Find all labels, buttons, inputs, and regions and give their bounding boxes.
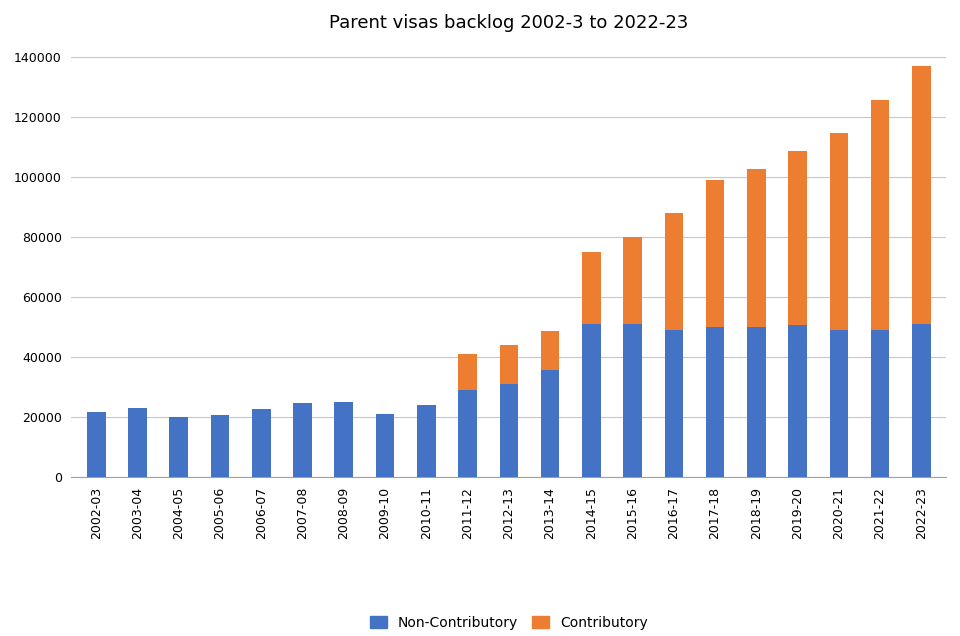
Bar [499, 345, 518, 384]
Bar [871, 330, 889, 477]
Bar [912, 324, 930, 477]
Bar [871, 100, 889, 330]
Bar [540, 370, 560, 477]
Bar [623, 324, 642, 477]
Bar [788, 151, 806, 326]
Bar [829, 330, 848, 477]
Bar [458, 354, 477, 390]
Bar [540, 331, 560, 370]
Bar [211, 415, 229, 477]
Bar [912, 66, 930, 324]
Bar [747, 327, 766, 477]
Bar [417, 405, 436, 477]
Bar [706, 180, 725, 327]
Bar [458, 390, 477, 477]
Bar [623, 237, 642, 324]
Bar [664, 330, 684, 477]
Bar [788, 326, 806, 477]
Bar [582, 252, 601, 324]
Bar [252, 410, 271, 477]
Bar [499, 384, 518, 477]
Bar [706, 327, 725, 477]
Title: Parent visas backlog 2002-3 to 2022-23: Parent visas backlog 2002-3 to 2022-23 [329, 14, 688, 32]
Bar [334, 402, 353, 477]
Bar [375, 414, 395, 477]
Bar [829, 134, 848, 330]
Bar [170, 417, 188, 477]
Legend: Non-Contributory, Contributory: Non-Contributory, Contributory [365, 611, 653, 635]
Bar [87, 413, 106, 477]
Bar [747, 169, 766, 327]
Bar [664, 213, 684, 330]
Bar [582, 324, 601, 477]
Bar [293, 403, 312, 477]
Bar [129, 408, 147, 477]
